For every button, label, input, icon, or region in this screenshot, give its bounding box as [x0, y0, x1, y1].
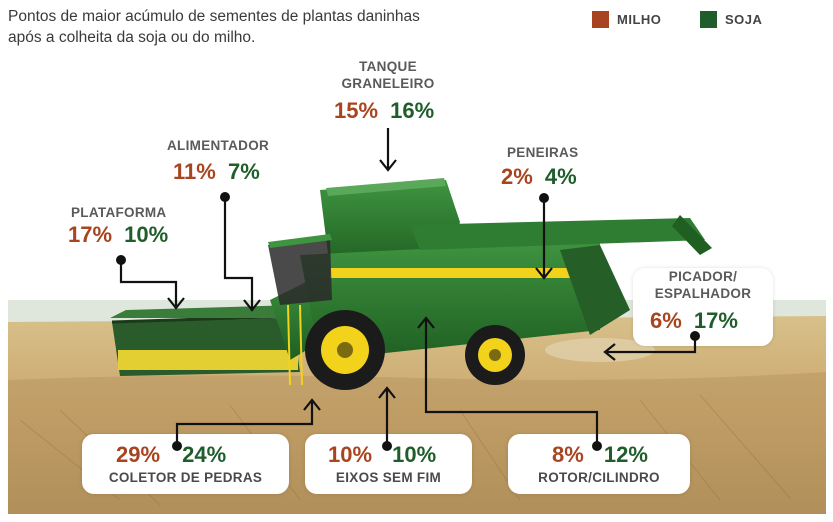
legend-soja: SOJA [700, 11, 762, 28]
legend-soja-label: SOJA [725, 12, 763, 27]
picador-label: PICADOR/ ESPALHADOR [635, 268, 771, 302]
eixos-soja: 10% [392, 442, 437, 467]
eixos-values: 10% 10% [328, 443, 436, 467]
coletor-box: COLETOR DE PEDRAS [82, 434, 289, 494]
dot-alimentador [220, 192, 230, 202]
eixos-label: EIXOS SEM FIM [335, 470, 442, 485]
eixos-milho: 10% [328, 442, 373, 467]
peneiras-soja: 4% [544, 164, 577, 189]
soja-swatch [700, 11, 717, 28]
alimentador-soja: 7% [227, 159, 260, 184]
tanque-values: 15% 16% [334, 99, 434, 123]
arrow-alimentador [223, 197, 254, 308]
rotor-label: ROTOR/CILINDRO [538, 470, 660, 485]
picador-milho: 6% [650, 308, 682, 333]
tanque-label: TANQUE GRANELEIRO [318, 58, 458, 92]
tanque-label-line2: GRANELEIRO [341, 76, 435, 91]
dot-rotor [592, 441, 602, 451]
picador-soja: 17% [693, 308, 738, 333]
picador-values: 6% 17% [650, 309, 738, 333]
legend-milho: MILHO [592, 11, 661, 28]
rotor-milho: 8% [552, 442, 584, 467]
arrow-eixos-head [378, 386, 396, 399]
arrow-tanque-head [379, 159, 397, 172]
arrow-coletor-head [303, 398, 321, 411]
coletor-label: COLETOR DE PEDRAS [108, 470, 263, 485]
arrow-plataforma [119, 260, 178, 306]
arrow-plataforma-head [167, 297, 185, 310]
arrow-rotor [424, 320, 599, 445]
arrow-coletor [175, 402, 314, 445]
tanque-soja: 16% [390, 98, 435, 123]
peneiras-milho: 2% [501, 164, 533, 189]
subtitle-line2: após a colheita da soja ou do milho. [8, 29, 256, 46]
rotor-values: 8% 12% [552, 443, 648, 467]
arrow-peneiras-head [535, 267, 553, 280]
picador-label-line1: PICADOR/ [668, 269, 738, 284]
subtitle: Pontos de maior acúmulo de sementes de p… [8, 6, 528, 48]
arrow-picador [607, 337, 697, 354]
picador-box [633, 268, 773, 346]
dot-peneiras [539, 193, 549, 203]
alimentador-values: 11% 7% [173, 160, 260, 184]
subtitle-line1: Pontos de maior acúmulo de sementes de p… [8, 8, 420, 25]
plataforma-values: 17% 10% [68, 223, 168, 247]
plataforma-soja: 10% [124, 222, 169, 247]
tanque-milho: 15% [334, 98, 379, 123]
dot-plataforma [116, 255, 126, 265]
rotor-box: ROTOR/CILINDRO [508, 434, 690, 494]
coletor-values: 29% 24% [116, 443, 226, 467]
coletor-milho: 29% [116, 442, 161, 467]
arrow-picador-head [603, 343, 616, 361]
dot-picador [690, 331, 700, 341]
dot-coletor [172, 441, 182, 451]
legend-milho-label: MILHO [617, 12, 662, 27]
arrow-alimentador-head [243, 299, 261, 312]
milho-swatch [592, 11, 609, 28]
dot-eixos [382, 441, 392, 451]
plataforma-label: PLATAFORMA [71, 205, 167, 220]
coletor-soja: 24% [182, 442, 227, 467]
peneiras-label: PENEIRAS [507, 145, 579, 160]
rotor-soja: 12% [603, 442, 648, 467]
alimentador-label: ALIMENTADOR [167, 138, 270, 153]
alimentador-milho: 11% [173, 159, 216, 184]
picador-label-line2: ESPALHADOR [654, 286, 752, 301]
tanque-label-line1: TANQUE [359, 59, 417, 74]
arrow-rotor-head [417, 316, 435, 329]
peneiras-values: 2% 4% [501, 165, 577, 189]
plataforma-milho: 17% [68, 222, 113, 247]
